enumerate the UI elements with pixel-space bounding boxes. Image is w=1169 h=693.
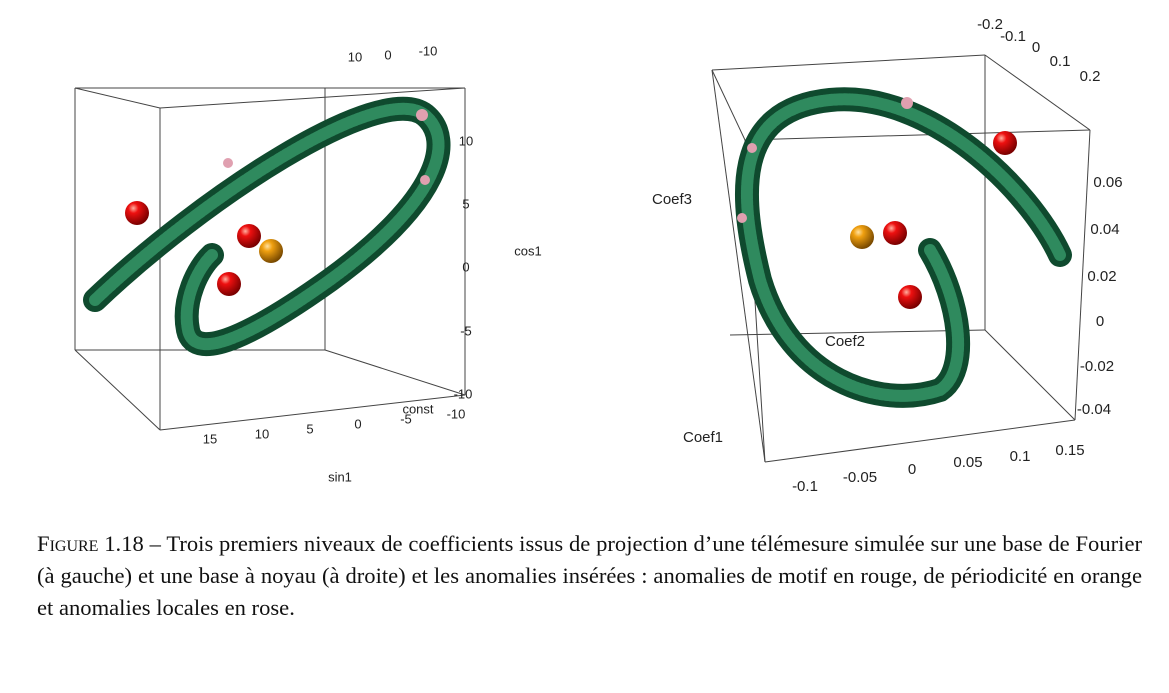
- caption: Figure 1.18 – Trois premiers niveaux de …: [37, 528, 1142, 624]
- axis-label: Coef1: [683, 429, 723, 446]
- figure: sin1 15 10 5 0 -5 -10 const 10 0 -10 cos1 10 5 0 -5 -10 C…: [74, 16, 1123, 495]
- tick-label: 10: [348, 49, 362, 64]
- right-curve: [734, 87, 1072, 408]
- tick-label: 10: [255, 426, 269, 441]
- tick-label: 0.2: [1080, 68, 1101, 85]
- tick-label: 5: [462, 196, 469, 211]
- axis-label: sin1: [328, 469, 352, 484]
- tick-label: -0.05: [843, 469, 877, 486]
- tick-label: 0.1: [1050, 53, 1071, 70]
- left-points: [125, 201, 283, 296]
- tick-label: 0.1: [1010, 448, 1031, 465]
- tick-label: 15: [203, 431, 217, 446]
- tick-label: -0.1: [792, 478, 818, 495]
- axis-label: Coef2: [825, 333, 865, 350]
- tick-label: 0: [1096, 313, 1104, 330]
- tick-label: -10: [454, 386, 473, 401]
- axis-label: cos1: [514, 243, 541, 258]
- tick-label: 0.02: [1087, 268, 1116, 285]
- tick-label: -5: [400, 411, 412, 426]
- caption-text: – Trois premiers niveaux de coefficients…: [37, 531, 1142, 620]
- tick-label: 0: [908, 461, 916, 478]
- tick-label: -10: [447, 406, 466, 421]
- tick-label: -0.1: [1000, 28, 1026, 45]
- axis-label: Coef3: [652, 191, 692, 208]
- axis-label: const: [402, 401, 433, 416]
- left-box: [74, 87, 466, 431]
- tick-label: -10: [419, 43, 438, 58]
- tick-label: 0.06: [1093, 174, 1122, 191]
- tick-label: 0: [354, 416, 361, 431]
- tick-label: -0.2: [977, 16, 1003, 33]
- left-curve: [83, 96, 451, 357]
- tick-label: 5: [306, 421, 313, 436]
- tick-label: 0.05: [953, 454, 982, 471]
- tick-label: 0: [384, 47, 391, 62]
- tick-label: 10: [459, 133, 473, 148]
- tick-label: -0.02: [1080, 358, 1114, 375]
- tick-label: 0.15: [1055, 442, 1084, 459]
- tick-label: -5: [460, 323, 472, 338]
- tick-label: 0: [462, 259, 469, 274]
- tick-label: 0.04: [1090, 221, 1119, 238]
- right-points: [850, 131, 1017, 309]
- tick-label: 0: [1032, 39, 1040, 56]
- caption-label: Figure 1.18: [37, 531, 144, 556]
- tick-label: -0.04: [1077, 401, 1111, 418]
